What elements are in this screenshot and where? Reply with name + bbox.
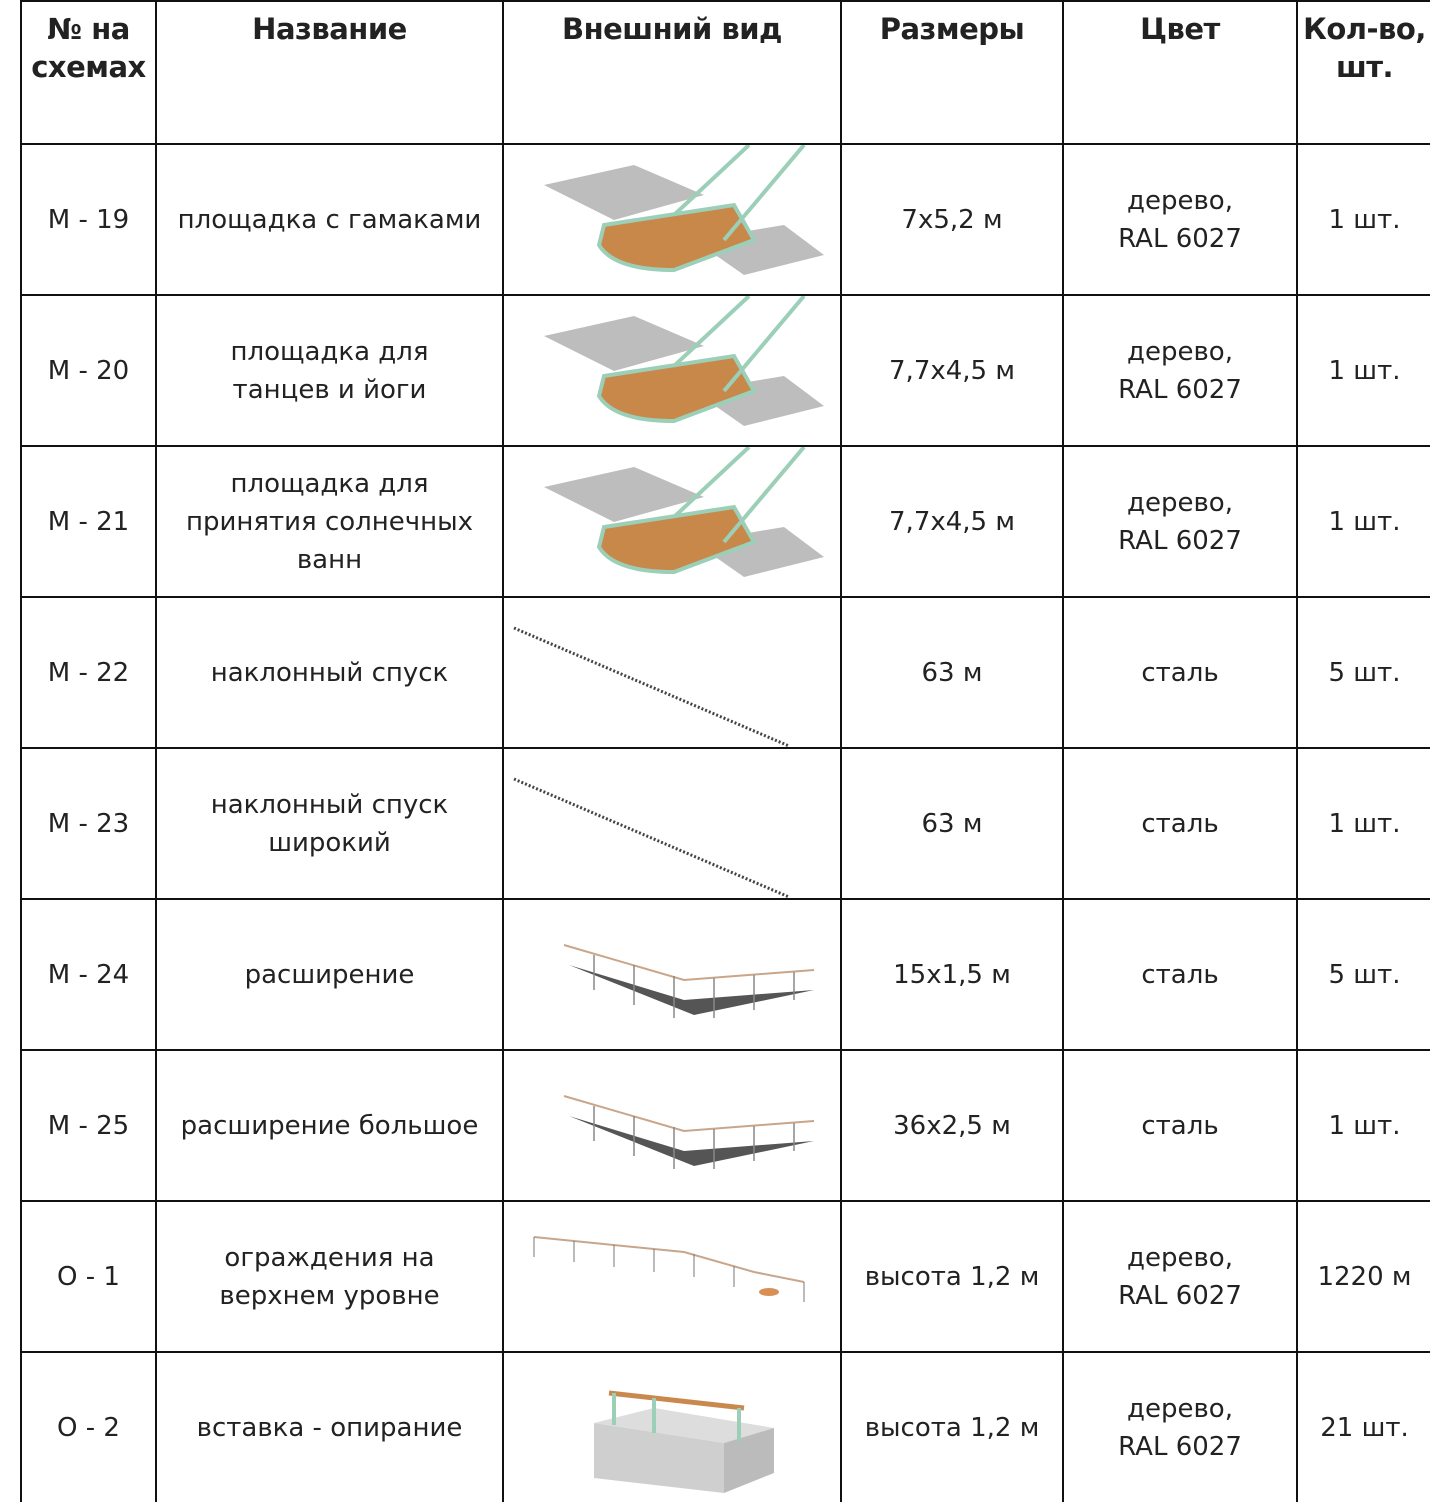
table-cell: 1 шт.: [1296, 748, 1430, 900]
table-cell: площадка для танцев и йоги: [155, 295, 503, 447]
table-row: М - 24 расширение 15х1,5 м сталь 5 шт.: [20, 899, 1430, 1051]
table-row: М - 19 площадка с гамаками 7х5,2 м дерево,…: [20, 144, 1430, 296]
table-row: М - 23 наклонный спуск широкий 63 м сталь 1…: [20, 748, 1430, 900]
table-row: М - 21 площадка для принятия солнечных ва…: [20, 446, 1430, 598]
platform-sketch: [544, 296, 824, 426]
table-row: М - 25 расширение большое 36х2,5 м сталь 1 …: [20, 1050, 1430, 1202]
image-cell: [502, 446, 841, 598]
table-cell: дерево, RAL 6027: [1062, 1352, 1297, 1502]
table-cell: высота 1,2 м: [840, 1201, 1063, 1353]
table-cell: М - 24: [20, 899, 156, 1051]
table-cell: 5 шт.: [1296, 899, 1430, 1051]
table-cell: расширение: [155, 899, 503, 1051]
header-row: № на схемах Название Внешний вид Размеры…: [20, 0, 1430, 145]
block-sketch: [594, 1390, 774, 1493]
image-cell: [502, 144, 841, 296]
table-cell: 7,7х4,5 м: [840, 446, 1063, 598]
table-row: О - 2 вставка - опирание высота 1,2 м дере…: [20, 1352, 1430, 1502]
table-cell: М - 22: [20, 597, 156, 749]
header-cell: Цвет: [1062, 0, 1297, 145]
table-cell: дерево, RAL 6027: [1062, 144, 1297, 296]
table-cell: 15х1,5 м: [840, 899, 1063, 1051]
table-cell: вставка - опирание: [155, 1352, 503, 1502]
illustration: [513, 626, 790, 746]
table-cell: 63 м: [840, 748, 1063, 900]
table-cell: дерево, RAL 6027: [1062, 1201, 1297, 1353]
table-cell: М - 25: [20, 1050, 156, 1202]
table-cell: 1 шт.: [1296, 446, 1430, 598]
table-cell: 1 шт.: [1296, 295, 1430, 447]
header-cell: Внешний вид: [502, 0, 841, 145]
image-cell: [502, 899, 841, 1051]
table-cell: М - 20: [20, 295, 156, 447]
table-cell: 1220 м: [1296, 1201, 1430, 1353]
slope-sketch: [513, 777, 790, 897]
table-cell: дерево, RAL 6027: [1062, 295, 1297, 447]
table-cell: сталь: [1062, 899, 1297, 1051]
image-cell: [502, 597, 841, 749]
table-cell: О - 2: [20, 1352, 156, 1502]
table-cell: 36х2,5 м: [840, 1050, 1063, 1202]
illustration: [563, 944, 815, 1018]
table-cell: дерево, RAL 6027: [1062, 446, 1297, 598]
table-cell: М - 21: [20, 446, 156, 598]
illustration: [594, 1390, 774, 1493]
table-cell: сталь: [1062, 748, 1297, 900]
illustration: [544, 145, 824, 275]
table-cell: О - 1: [20, 1201, 156, 1353]
image-cell: [502, 1050, 841, 1202]
table-row: О - 1 ограждения на верхнем уровне высота…: [20, 1201, 1430, 1353]
table-cell: 1 шт.: [1296, 144, 1430, 296]
image-cell: [502, 1352, 841, 1502]
table-cell: М - 19: [20, 144, 156, 296]
table-cell: площадка для принятия солнечных ванн: [155, 446, 503, 598]
table-cell: сталь: [1062, 597, 1297, 749]
header-cell: Кол-во, шт.: [1296, 0, 1430, 145]
table-cell: 63 м: [840, 597, 1063, 749]
table-cell: М - 23: [20, 748, 156, 900]
table-cell: 7,7х4,5 м: [840, 295, 1063, 447]
table-row: М - 22 наклонный спуск 63 м сталь 5 шт.: [20, 597, 1430, 749]
illustration: [563, 1095, 815, 1169]
illustration: [544, 447, 824, 577]
table-cell: 21 шт.: [1296, 1352, 1430, 1502]
table-cell: высота 1,2 м: [840, 1352, 1063, 1502]
platform-sketch: [544, 145, 824, 275]
table-cell: 5 шт.: [1296, 597, 1430, 749]
extension-sketch: [563, 1095, 815, 1169]
platform-sketch: [544, 447, 824, 577]
table-cell: наклонный спуск: [155, 597, 503, 749]
slope-sketch: [513, 626, 790, 746]
table-cell: ограждения на верхнем уровне: [155, 1201, 503, 1353]
illustration: [533, 1236, 805, 1302]
extension-sketch: [563, 944, 815, 1018]
spec-table: № на схемах Название Внешний вид Размеры…: [20, 0, 1430, 1502]
header-cell: Название: [155, 0, 503, 145]
table-cell: сталь: [1062, 1050, 1297, 1202]
header-cell: Размеры: [840, 0, 1063, 145]
table-cell: расширение большое: [155, 1050, 503, 1202]
illustration: [513, 777, 790, 897]
table-cell: наклонный спуск широкий: [155, 748, 503, 900]
table-cell: 1 шт.: [1296, 1050, 1430, 1202]
header-cell: № на схемах: [20, 0, 156, 145]
table-cell: 7х5,2 м: [840, 144, 1063, 296]
table-row: М - 20 площадка для танцев и йоги 7,7х4,5…: [20, 295, 1430, 447]
illustration: [544, 296, 824, 426]
table-cell: площадка с гамаками: [155, 144, 503, 296]
image-cell: [502, 748, 841, 900]
image-cell: [502, 1201, 841, 1353]
image-cell: [502, 295, 841, 447]
fence-sketch: [533, 1236, 805, 1302]
